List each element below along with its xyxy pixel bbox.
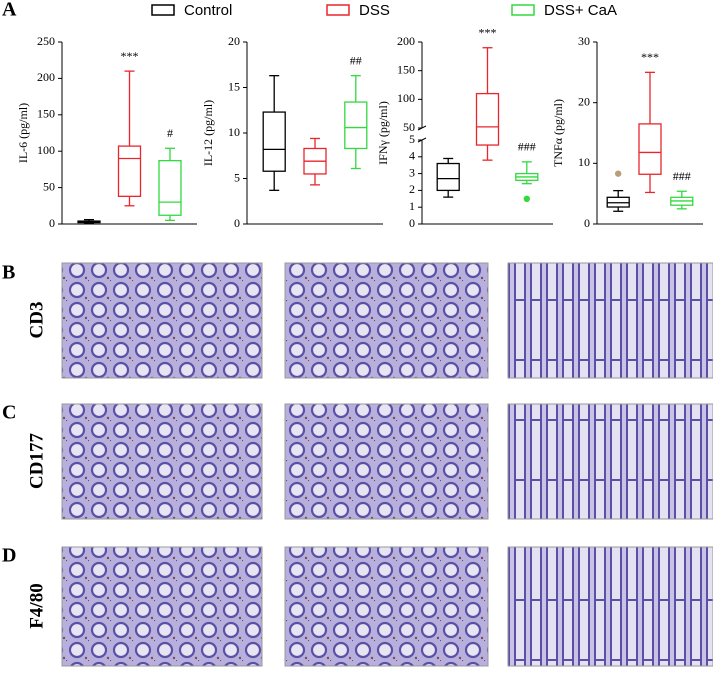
row-label: F4/80 bbox=[26, 583, 47, 628]
box bbox=[344, 101, 368, 150]
significance: ## bbox=[350, 53, 362, 67]
y-tick-label: 150 bbox=[397, 62, 415, 76]
y-tick-label: 3 bbox=[409, 165, 415, 179]
legend-label: DSS+ CaA bbox=[544, 2, 617, 19]
box bbox=[638, 123, 662, 175]
significance: ### bbox=[518, 140, 536, 154]
legend-label: DSS bbox=[359, 2, 390, 19]
y-tick-label: 10 bbox=[228, 125, 240, 139]
histology-grid bbox=[61, 262, 713, 667]
box bbox=[475, 92, 500, 146]
histology-image bbox=[284, 403, 489, 520]
y-tick-label: 20 bbox=[228, 34, 240, 48]
row-label: CD177 bbox=[26, 433, 47, 489]
y-tick-label: 20 bbox=[578, 94, 590, 108]
y-tick-label: 0 bbox=[234, 216, 240, 230]
histology-image bbox=[61, 546, 263, 667]
y-tick-label: 10 bbox=[578, 155, 590, 169]
histology-image bbox=[61, 262, 263, 379]
box bbox=[436, 162, 460, 192]
legend-swatch bbox=[326, 4, 350, 16]
panel-label: B bbox=[2, 262, 15, 284]
y-axis-label: IFNγ (pg/ml) bbox=[376, 101, 390, 165]
outlier bbox=[615, 170, 622, 177]
y-tick-label: 0 bbox=[49, 216, 55, 230]
legend-swatch bbox=[151, 4, 175, 16]
y-tick-label: 5 bbox=[409, 132, 415, 146]
histology-image bbox=[507, 403, 713, 520]
significance: ### bbox=[673, 169, 691, 183]
y-tick-label: 15 bbox=[228, 79, 240, 93]
row-label: CD3 bbox=[26, 302, 47, 339]
y-tick-label: 200 bbox=[37, 70, 55, 84]
y-tick-label: 50 bbox=[403, 120, 415, 134]
y-tick-label: 1 bbox=[409, 199, 415, 213]
significance: *** bbox=[121, 49, 139, 63]
histology-image bbox=[284, 262, 489, 379]
box bbox=[262, 111, 286, 172]
y-tick-label: 5 bbox=[234, 170, 240, 184]
significance: *** bbox=[479, 25, 497, 39]
panel-label: D bbox=[2, 545, 16, 567]
box bbox=[158, 160, 182, 216]
y-axis-label: IL-6 (pg/ml) bbox=[16, 103, 30, 163]
y-tick-label: 150 bbox=[37, 107, 55, 121]
histology-image bbox=[61, 403, 263, 520]
legend-label: Control bbox=[184, 2, 232, 19]
significance: # bbox=[167, 126, 173, 140]
y-tick-label: 200 bbox=[397, 34, 415, 48]
outlier bbox=[523, 195, 530, 202]
box bbox=[117, 145, 142, 197]
histology-image bbox=[284, 546, 489, 667]
y-tick-label: 2 bbox=[409, 182, 415, 196]
y-tick-label: 4 bbox=[409, 149, 415, 163]
y-tick-label: 250 bbox=[37, 34, 55, 48]
legend-swatch bbox=[511, 4, 535, 16]
histology-image bbox=[507, 262, 713, 379]
y-tick-label: 30 bbox=[578, 34, 590, 48]
y-tick-label: 0 bbox=[409, 216, 415, 230]
y-axis-label: IL-12 (pg/ml) bbox=[201, 100, 215, 166]
significance: *** bbox=[641, 50, 659, 64]
y-axis-label: TNFα (pg/ml) bbox=[551, 99, 565, 167]
panel-label: A bbox=[2, 0, 17, 21]
panel-label: C bbox=[2, 402, 16, 424]
y-tick-label: 100 bbox=[397, 91, 415, 105]
y-tick-label: 0 bbox=[584, 216, 590, 230]
y-tick-label: 100 bbox=[37, 143, 55, 157]
y-tick-label: 50 bbox=[43, 179, 55, 193]
histology-image bbox=[507, 546, 713, 667]
